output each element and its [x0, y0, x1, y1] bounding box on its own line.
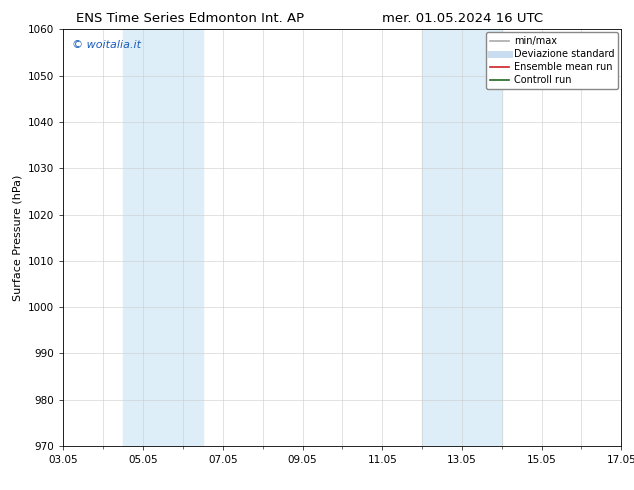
- Legend: min/max, Deviazione standard, Ensemble mean run, Controll run: min/max, Deviazione standard, Ensemble m…: [486, 32, 618, 89]
- Text: ENS Time Series Edmonton Int. AP: ENS Time Series Edmonton Int. AP: [76, 12, 304, 25]
- Y-axis label: Surface Pressure (hPa): Surface Pressure (hPa): [13, 174, 23, 301]
- Text: mer. 01.05.2024 16 UTC: mer. 01.05.2024 16 UTC: [382, 12, 543, 25]
- Bar: [422, 29, 501, 446]
- Text: © woitalia.it: © woitalia.it: [72, 40, 141, 50]
- Bar: [123, 29, 203, 446]
